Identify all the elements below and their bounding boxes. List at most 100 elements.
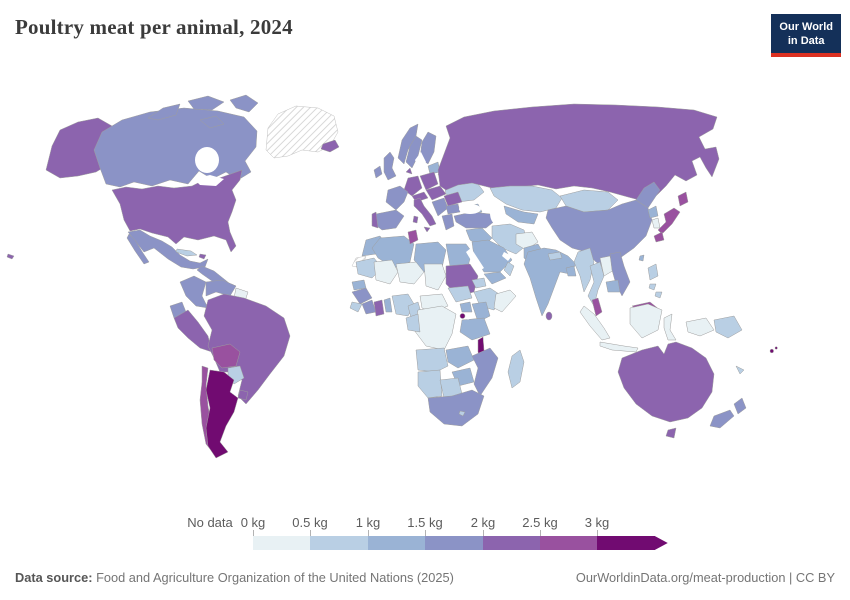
region-tanzania[interactable]: [459, 317, 491, 341]
region-united-states-hawaii[interactable]: [6, 253, 15, 260]
region-colombia[interactable]: [179, 275, 209, 309]
region-philippines-luzon[interactable]: [647, 263, 659, 281]
region-japan-hokkaido[interactable]: [677, 191, 689, 207]
legend-bin-1.5-2kg[interactable]: [425, 536, 483, 550]
region-madagascar[interactable]: [507, 349, 525, 389]
region-bulgaria[interactable]: [445, 203, 461, 215]
region-congo-gabon[interactable]: [405, 313, 421, 333]
region-chad[interactable]: [423, 263, 447, 291]
region-sierra-leone[interactable]: [349, 301, 363, 313]
legend-bin-0.5-1kg[interactable]: [310, 536, 368, 550]
region-sweden[interactable]: [405, 135, 423, 169]
legend-bin-2-2.5kg[interactable]: [482, 536, 540, 550]
region-japan-honshu[interactable]: [657, 207, 681, 235]
legend-bin-2.5-3kg[interactable]: [539, 536, 598, 550]
region-united-kingdom[interactable]: [383, 151, 397, 181]
region-sri-lanka[interactable]: [545, 311, 553, 321]
region-venezuela[interactable]: [205, 279, 237, 297]
region-greenland[interactable]: [265, 105, 339, 159]
region-china[interactable]: [545, 199, 653, 269]
region-canada-arctic-2[interactable]: [187, 95, 225, 111]
region-vietnam[interactable]: [609, 251, 631, 297]
region-japan-kyushu[interactable]: [653, 231, 665, 243]
region-finland[interactable]: [419, 131, 437, 165]
region-uganda[interactable]: [459, 301, 473, 313]
region-hispaniola[interactable]: [198, 253, 207, 260]
region-indonesia-papua[interactable]: [685, 317, 715, 337]
region-mozambique[interactable]: [471, 347, 499, 397]
region-bangladesh[interactable]: [565, 265, 577, 277]
region-taiwan[interactable]: [638, 254, 645, 262]
legend-bin-0-0.5kg[interactable]: [253, 536, 311, 550]
region-canada-baffin[interactable]: [199, 115, 225, 129]
region-denmark[interactable]: [405, 167, 413, 175]
region-somalia[interactable]: [493, 289, 517, 313]
legend-no-data[interactable]: No data: [186, 515, 234, 530]
region-portugal[interactable]: [371, 211, 379, 229]
region-germany[interactable]: [403, 175, 423, 197]
region-malaysia-peninsula[interactable]: [591, 297, 603, 317]
region-central-europe[interactable]: [425, 185, 447, 201]
region-mexico-baja[interactable]: [126, 233, 150, 265]
region-australia[interactable]: [617, 341, 715, 423]
region-central-asia[interactable]: [503, 205, 539, 225]
region-south-sudan[interactable]: [447, 285, 473, 303]
region-zambia[interactable]: [445, 345, 475, 369]
region-angola[interactable]: [415, 347, 449, 373]
region-south-africa[interactable]: [427, 389, 485, 427]
region-india[interactable]: [523, 247, 577, 317]
owid-logo[interactable]: Our World in Data: [771, 14, 841, 57]
region-iceland[interactable]: [320, 139, 340, 153]
region-norway[interactable]: [397, 123, 419, 165]
region-thailand[interactable]: [587, 261, 605, 307]
credit-link[interactable]: OurWorldinData.org/meat-production | CC …: [575, 570, 835, 585]
region-balkans[interactable]: [431, 197, 449, 217]
region-kenya[interactable]: [471, 301, 491, 323]
region-italy[interactable]: [413, 197, 437, 227]
region-philippines-2[interactable]: [648, 283, 657, 291]
region-indonesia-borneo[interactable]: [629, 303, 663, 339]
region-dr-congo[interactable]: [413, 305, 457, 351]
region-new-zealand-north[interactable]: [733, 397, 747, 415]
region-argentina[interactable]: [205, 369, 239, 459]
region-russia[interactable]: [437, 103, 720, 202]
region-canada-arctic-1[interactable]: [147, 103, 181, 121]
legend-bin-1-1.5kg[interactable]: [367, 536, 426, 550]
region-brazil[interactable]: [203, 293, 291, 405]
region-australia-tasmania[interactable]: [665, 427, 677, 439]
region-eritrea[interactable]: [471, 277, 487, 289]
region-china-manchuria[interactable]: [635, 181, 661, 209]
region-mali[interactable]: [373, 259, 399, 285]
region-mexico[interactable]: [127, 229, 209, 270]
region-new-caledonia[interactable]: [735, 365, 745, 375]
region-lesotho[interactable]: [458, 410, 466, 417]
region-rwanda-burundi[interactable]: [459, 313, 466, 319]
region-myanmar[interactable]: [573, 247, 595, 293]
region-cambodia[interactable]: [605, 279, 621, 293]
region-tunisia[interactable]: [407, 229, 419, 245]
region-niger[interactable]: [395, 261, 425, 285]
region-indonesia-java[interactable]: [599, 341, 639, 353]
region-papua-new-guinea[interactable]: [713, 315, 743, 339]
region-uruguay[interactable]: [237, 389, 249, 401]
region-poland[interactable]: [419, 171, 439, 191]
region-new-zealand-south[interactable]: [709, 409, 735, 429]
region-egypt[interactable]: [445, 243, 473, 267]
region-indonesia-sulawesi[interactable]: [663, 313, 677, 341]
region-canada-arctic-3[interactable]: [229, 94, 259, 113]
region-bolivia[interactable]: [211, 343, 241, 369]
region-yemen[interactable]: [483, 271, 507, 285]
region-philippines-3[interactable]: [654, 291, 663, 299]
region-ireland[interactable]: [373, 165, 383, 179]
region-benin-togo[interactable]: [383, 297, 393, 313]
region-indonesia-sumatra[interactable]: [579, 305, 611, 341]
region-oman[interactable]: [503, 261, 515, 277]
region-italy-sicily[interactable]: [423, 226, 431, 233]
region-united-states[interactable]: [111, 169, 243, 253]
region-guinea[interactable]: [351, 287, 373, 305]
region-france[interactable]: [385, 185, 409, 211]
region-italy-sardinia[interactable]: [412, 215, 419, 224]
region-greece[interactable]: [441, 213, 455, 231]
region-turkey[interactable]: [453, 211, 497, 229]
region-ghana[interactable]: [373, 299, 385, 317]
